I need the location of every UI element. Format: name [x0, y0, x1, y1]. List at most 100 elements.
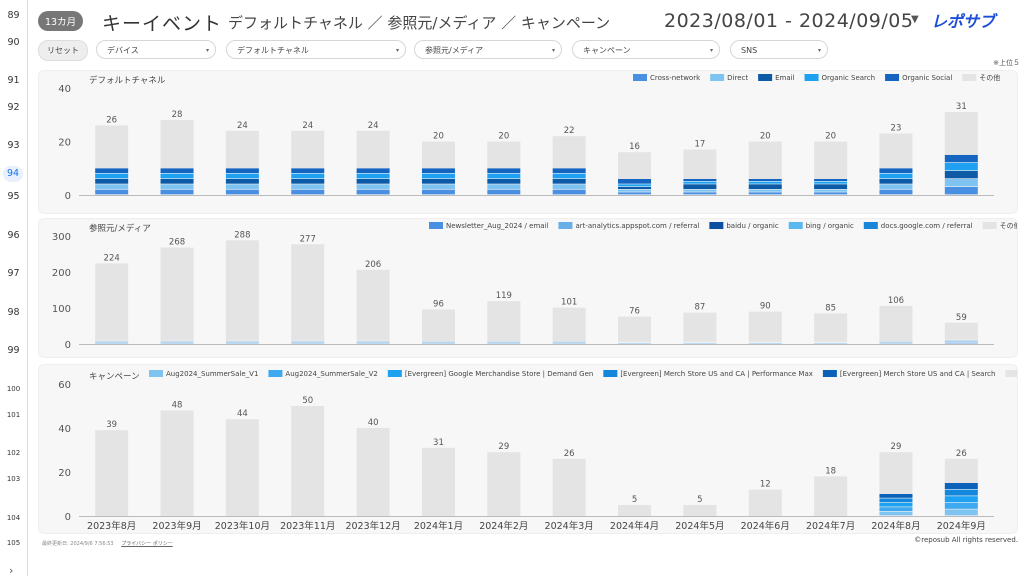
- bar-segment: [161, 120, 194, 168]
- bar-segment: [814, 190, 847, 192]
- bar-total-label: 29: [891, 442, 902, 452]
- bar-stack: [553, 308, 586, 344]
- row-number[interactable]: 98: [0, 307, 27, 318]
- row-number[interactable]: 96: [0, 230, 27, 241]
- row-number[interactable]: 91: [0, 75, 27, 86]
- x-tick-label: 2024年2月: [479, 520, 528, 532]
- bar-segment: [879, 133, 912, 168]
- row-number[interactable]: 95: [0, 191, 27, 202]
- bar-segment: [95, 184, 128, 189]
- channel-filter-dropdown[interactable]: デフォルトチャネル ▾: [226, 40, 406, 59]
- bar-segment: [814, 184, 847, 189]
- bar-total-label: 20: [433, 132, 444, 142]
- bar-stack: [553, 459, 586, 516]
- row-number[interactable]: 92: [0, 102, 27, 113]
- bar-segment: [683, 313, 716, 342]
- x-tick-label: 2024年8月: [871, 520, 920, 532]
- legend-label: Organic Social: [902, 74, 952, 82]
- row-number[interactable]: 99: [0, 345, 27, 356]
- bar-stack: [814, 313, 847, 343]
- bar-stack: [879, 452, 912, 515]
- bar-stack: [161, 248, 194, 344]
- bar-segment: [226, 179, 259, 184]
- bar-segment: [161, 174, 194, 179]
- legend-label: Aug2024_SummerSale_V2: [285, 370, 377, 378]
- bar-stack: [161, 120, 194, 194]
- bar-total-label: 268: [169, 238, 185, 248]
- bar-segment: [879, 168, 912, 173]
- row-number[interactable]: 102: [0, 449, 27, 457]
- bar-stack: [357, 428, 390, 516]
- bar-segment: [161, 248, 194, 341]
- footer-meta: 最終更新日: 2024/9/6 7:56:53 プライバシー ポリシー: [42, 540, 173, 547]
- legend-swatch: [710, 74, 724, 81]
- x-tick-label: 2023年12月: [345, 520, 400, 532]
- bar-stack: [879, 133, 912, 194]
- bar-total-label: 20: [825, 132, 836, 142]
- bar-segment: [226, 240, 259, 340]
- bar-stack: [618, 317, 651, 344]
- row-number[interactable]: 101: [0, 411, 27, 419]
- bar-total-label: 28: [172, 110, 183, 120]
- bar-segment: [945, 112, 978, 155]
- source-medium-filter-dropdown[interactable]: 参照元/メディア ▾: [414, 40, 562, 59]
- bar-total-label: 29: [498, 442, 509, 452]
- legend-label: docs.google.com / referral: [881, 222, 973, 230]
- device-filter-dropdown[interactable]: デバイス ▾: [96, 40, 216, 59]
- bar-segment: [945, 155, 978, 162]
- row-number[interactable]: 89: [0, 10, 27, 21]
- row-number[interactable]: 90: [0, 37, 27, 48]
- y-tick-label: 0: [65, 340, 71, 351]
- row-number[interactable]: 100: [0, 385, 27, 393]
- row-number[interactable]: 93: [0, 140, 27, 151]
- date-range-caret-icon[interactable]: ▼: [911, 14, 919, 25]
- bar-segment: [945, 459, 978, 483]
- bar-total-label: 20: [760, 132, 771, 142]
- date-range[interactable]: 2023/08/01 - 2024/09/05: [664, 10, 913, 32]
- x-tick-label: 2024年7月: [806, 520, 855, 532]
- y-tick-label: 200: [52, 268, 71, 279]
- row-number[interactable]: 103: [0, 475, 27, 483]
- legend-swatch: [149, 370, 163, 377]
- bar-stack: [422, 448, 455, 516]
- row-number[interactable]: 105: [0, 539, 27, 547]
- legend-swatch: [633, 74, 647, 81]
- privacy-policy-link[interactable]: プライバシー ポリシー: [121, 541, 173, 547]
- bar-total-label: 5: [697, 495, 702, 505]
- row-number[interactable]: 94: [3, 166, 23, 182]
- legend-label: [Evergreen] Merch Store US and CA | Perf…: [620, 370, 813, 378]
- bar-total-label: 59: [956, 313, 967, 323]
- row-number[interactable]: 97: [0, 268, 27, 279]
- bar-stack: [814, 476, 847, 516]
- legend-label: Direct: [727, 74, 748, 82]
- bar-segment: [749, 184, 782, 189]
- bar-segment: [357, 428, 390, 516]
- bar-stack: [879, 306, 912, 344]
- bar-segment: [879, 343, 912, 344]
- period-badge[interactable]: 13カ月: [38, 11, 83, 31]
- row-number[interactable]: 104: [0, 514, 27, 522]
- bar-stack: [291, 244, 324, 343]
- bar-total-label: 288: [234, 230, 250, 240]
- bar-stack: [487, 452, 520, 516]
- bar-segment: [291, 131, 324, 168]
- sns-filter-dropdown[interactable]: SNS ▾: [730, 40, 828, 59]
- bar-segment: [291, 168, 324, 173]
- bar-segment: [226, 190, 259, 195]
- campaign-filter-dropdown[interactable]: キャンペーン ▾: [572, 40, 720, 59]
- chart-title: 参照元/メディア: [89, 223, 151, 234]
- chart-title: デフォルトチャネル: [89, 75, 166, 86]
- dropdown-label: デフォルトチャネル: [237, 46, 309, 55]
- legend-label: Newsletter_Aug_2024 / email: [446, 222, 548, 230]
- bar-stack: [422, 142, 455, 195]
- reset-button[interactable]: リセット: [38, 40, 88, 61]
- bar-total-label: 50: [302, 396, 313, 406]
- bar-segment: [553, 168, 586, 173]
- expand-chevron-icon[interactable]: ›: [9, 564, 13, 577]
- legend-label: Aug2024_SummerSale_V1: [166, 370, 258, 378]
- bar-segment: [161, 179, 194, 184]
- bar-segment: [945, 163, 978, 170]
